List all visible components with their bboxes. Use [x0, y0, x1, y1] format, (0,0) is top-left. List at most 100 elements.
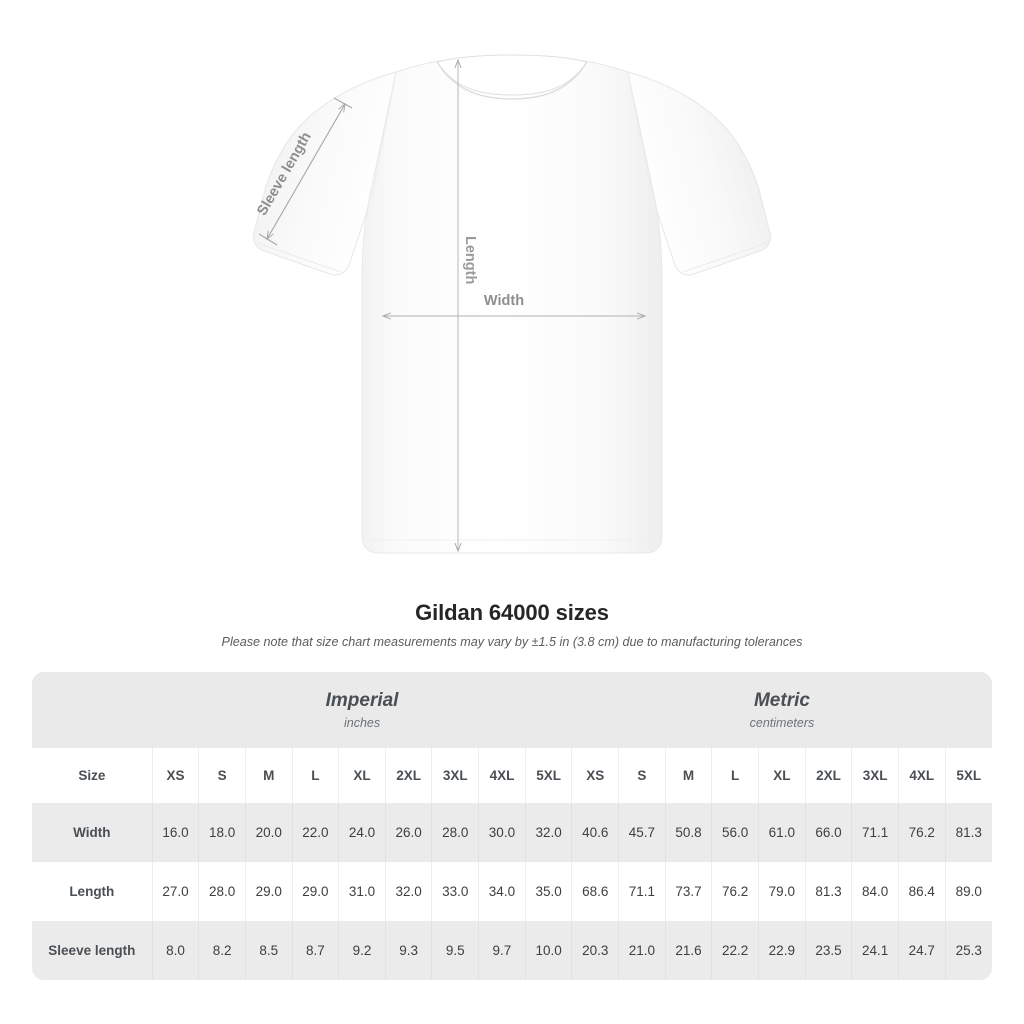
sleeve-tick-top [333, 97, 353, 109]
size-col-imperial-m: M [244, 748, 293, 803]
cell-width-imperial-4xl: 30.0 [478, 803, 526, 862]
size-table-container: Imperial inches Metric centimeters Size … [32, 672, 992, 980]
cell-width-imperial-2xl: 26.0 [384, 803, 432, 862]
sleeve-tick-bottom [258, 233, 278, 246]
cell-length-imperial-4xl: 34.0 [478, 862, 526, 921]
unit-group-metric: Metric centimeters [571, 672, 992, 748]
cell-width-imperial-s: 18.0 [198, 803, 246, 862]
length-label: Length [462, 236, 478, 284]
cell-length-metric-4xl: 86.4 [897, 862, 946, 921]
cell-width-imperial-m: 20.0 [244, 803, 293, 862]
cell-width-imperial-xl: 24.0 [338, 803, 386, 862]
cell-width-imperial-5xl: 32.0 [524, 803, 572, 862]
size-col-metric-l: L [711, 748, 759, 803]
left-sleeve-hem [256, 242, 342, 273]
chart-title-block: Gildan 64000 sizes Please note that size… [0, 598, 1024, 651]
cell-sleeve-imperial-2xl: 9.3 [384, 921, 432, 980]
table-row: Sleeve length 8.0 8.2 8.5 8.7 9.2 9.3 9.… [32, 921, 992, 980]
cell-width-metric-xl: 61.0 [758, 803, 806, 862]
size-col-imperial-xs: XS [151, 748, 199, 803]
cell-length-metric-5xl: 89.0 [944, 862, 992, 921]
cell-sleeve-metric-xs: 20.3 [571, 921, 619, 980]
cell-length-metric-xs: 68.6 [571, 862, 619, 921]
cell-width-metric-s: 45.7 [618, 803, 666, 862]
cell-width-metric-l: 56.0 [711, 803, 759, 862]
cell-length-metric-s: 71.1 [618, 862, 666, 921]
size-header-label: Size [32, 748, 153, 803]
cell-length-metric-m: 73.7 [664, 862, 712, 921]
size-col-imperial-2xl: 2XL [384, 748, 432, 803]
cell-width-imperial-xs: 16.0 [151, 803, 199, 862]
cell-sleeve-metric-3xl: 24.1 [851, 921, 899, 980]
right-sleeve-hem [682, 242, 768, 273]
page-title: Gildan 64000 sizes [415, 600, 609, 625]
size-col-imperial-5xl: 5XL [524, 748, 572, 803]
cell-sleeve-metric-5xl: 25.3 [944, 921, 992, 980]
length-annotation: Length [454, 58, 478, 553]
unit-group-imperial: Imperial inches [152, 672, 572, 748]
cell-sleeve-imperial-3xl: 9.5 [431, 921, 479, 980]
size-col-metric-xl: XL [758, 748, 806, 803]
cell-sleeve-imperial-s: 8.2 [198, 921, 246, 980]
unit-group-imperial-name: Imperial [325, 689, 399, 711]
size-col-metric-3xl: 3XL [851, 748, 899, 803]
size-col-imperial-xl: XL [338, 748, 386, 803]
unit-band-spacer [32, 672, 153, 748]
right-sleeve [627, 71, 771, 276]
width-annotation: Width [381, 293, 647, 320]
unit-group-imperial-sub: inches [343, 715, 381, 730]
unit-group-metric-name: Metric [753, 689, 810, 711]
cell-sleeve-metric-2xl: 23.5 [804, 921, 852, 980]
cell-width-metric-m: 50.8 [664, 803, 712, 862]
cell-length-metric-3xl: 84.0 [851, 862, 899, 921]
unit-band-row: Imperial inches Metric centimeters [32, 672, 992, 748]
cell-length-imperial-l: 29.0 [291, 862, 339, 921]
cell-sleeve-metric-m: 21.6 [664, 921, 712, 980]
cell-sleeve-imperial-xs: 8.0 [151, 921, 199, 980]
cell-width-metric-5xl: 81.3 [944, 803, 992, 862]
cell-width-metric-2xl: 66.0 [804, 803, 852, 862]
neckline [436, 61, 588, 100]
cell-width-imperial-l: 22.0 [291, 803, 339, 862]
cell-sleeve-metric-s: 21.0 [618, 921, 666, 980]
size-col-imperial-l: L [291, 748, 339, 803]
width-label: Width [484, 293, 524, 309]
size-col-imperial-3xl: 3XL [431, 748, 479, 803]
size-col-metric-2xl: 2XL [804, 748, 852, 803]
tshirt-garment-shape [253, 54, 771, 554]
cell-sleeve-imperial-4xl: 9.7 [478, 921, 526, 980]
size-col-metric-m: M [664, 748, 712, 803]
cell-width-metric-3xl: 71.1 [851, 803, 899, 862]
table-row: Width 16.0 18.0 20.0 22.0 24.0 26.0 28.0… [32, 803, 992, 862]
size-chart-table: Imperial inches Metric centimeters Size … [32, 672, 992, 980]
cell-length-imperial-5xl: 35.0 [524, 862, 572, 921]
size-col-imperial-4xl: 4XL [478, 748, 526, 803]
left-shoulder-seam [371, 72, 397, 197]
cell-sleeve-metric-xl: 22.9 [758, 921, 806, 980]
sleeve-length-arrow [266, 102, 346, 241]
size-col-metric-4xl: 4XL [897, 748, 946, 803]
cell-length-imperial-s: 28.0 [198, 862, 246, 921]
cell-width-metric-xs: 40.6 [571, 803, 619, 862]
cell-sleeve-imperial-m: 8.5 [244, 921, 293, 980]
cell-width-imperial-3xl: 28.0 [431, 803, 479, 862]
size-col-metric-s: S [618, 748, 666, 803]
size-header-row: Size XS S M L XL 2XL 3XL 4XL 5XL XS S M … [32, 748, 992, 803]
cell-length-metric-xl: 79.0 [758, 862, 806, 921]
row-label-length: Length [32, 862, 153, 921]
tshirt-diagram: Sleeve length Length Width [253, 54, 771, 554]
size-col-imperial-s: S [198, 748, 246, 803]
cell-sleeve-metric-l: 22.2 [711, 921, 759, 980]
cell-length-imperial-xs: 27.0 [151, 862, 199, 921]
row-label-sleeve-length: Sleeve length [32, 921, 153, 980]
size-col-metric-5xl: 5XL [944, 748, 992, 803]
cell-length-metric-2xl: 81.3 [804, 862, 852, 921]
cell-length-imperial-m: 29.0 [244, 862, 293, 921]
cell-sleeve-imperial-l: 8.7 [291, 921, 339, 980]
cell-width-metric-4xl: 76.2 [897, 803, 946, 862]
cell-sleeve-imperial-5xl: 10.0 [524, 921, 572, 980]
cell-length-imperial-2xl: 32.0 [384, 862, 432, 921]
cell-length-imperial-xl: 31.0 [338, 862, 386, 921]
size-col-metric-xs: XS [571, 748, 619, 803]
